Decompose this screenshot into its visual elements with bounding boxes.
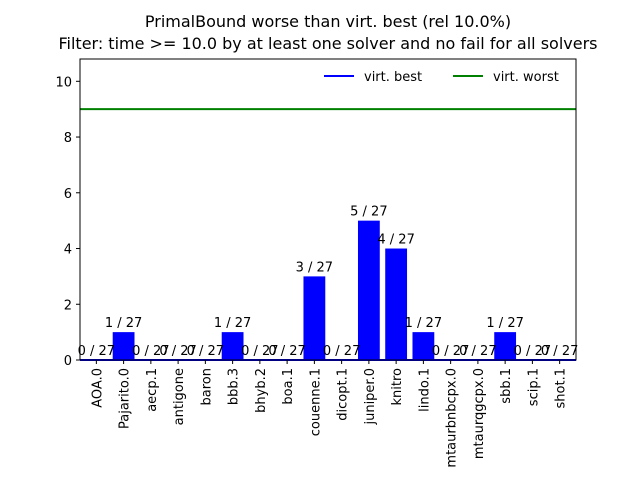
x-tick-label-couenne.1: couenne.1 — [308, 368, 323, 436]
bar-label-juniper.0: 5 / 27 — [350, 205, 387, 220]
y-tick-label-6: 6 — [64, 187, 72, 202]
bar-label-knitro: 4 / 27 — [377, 233, 414, 248]
bar-label-antigone: 0 / 27 — [159, 344, 196, 359]
legend: virt. best virt. worst — [324, 70, 559, 85]
bar-label-bhyb.2: 0 / 27 — [241, 344, 278, 359]
bar-juniper.0 — [357, 220, 380, 360]
bar-label-bbb.3: 1 / 27 — [214, 316, 251, 331]
x-tick-label-boa.1: boa.1 — [281, 368, 296, 405]
y-tick-label-10: 10 — [55, 75, 72, 90]
chart-title-line-2: Filter: time >= 10.0 by at least one sol… — [58, 34, 597, 53]
x-tick-label-juniper.0: juniper.0 — [363, 368, 378, 426]
x-tick-label-knitro: knitro — [390, 368, 405, 406]
x-tick-label-sbb.1: sbb.1 — [499, 368, 514, 404]
bar-label-mtaurbnbcpx.0: 0 / 27 — [432, 344, 469, 359]
bar-couenne.1 — [303, 276, 326, 360]
bar-label-sbb.1: 1 / 27 — [486, 316, 523, 331]
bar-bbb.3 — [221, 332, 244, 360]
x-tick-label-mtaurqgcpx.0: mtaurqgcpx.0 — [472, 368, 487, 459]
x-tick-label-scip.1: scip.1 — [526, 368, 541, 406]
x-tick-label-shot.1: shot.1 — [554, 368, 569, 408]
bar-label-dicopt.1: 0 / 27 — [323, 344, 360, 359]
y-tick-label-2: 2 — [64, 298, 72, 313]
x-tick-label-bbb.3: bbb.3 — [227, 368, 242, 405]
bar-label-baron: 0 / 27 — [187, 344, 224, 359]
x-tick-label-AOA.0: AOA.0 — [90, 368, 105, 408]
x-tick-label-antigone: antigone — [172, 368, 187, 425]
y-tick-label-0: 0 — [64, 354, 72, 369]
bar-label-boa.1: 0 / 27 — [268, 344, 305, 359]
bar-label-aecp.1: 0 / 27 — [132, 344, 169, 359]
bar-label-AOA.0: 0 / 27 — [78, 344, 115, 359]
bar-label-Pajarito.0: 1 / 27 — [105, 316, 142, 331]
legend-label-virt-best: virt. best — [364, 70, 422, 85]
bar-knitro — [385, 248, 408, 360]
plot-frame — [79, 58, 577, 361]
x-tick-label-bhyb.2: bhyb.2 — [254, 368, 269, 413]
bar-label-mtaurqgcpx.0: 0 / 27 — [459, 344, 496, 359]
bar-label-lindo.1: 1 / 27 — [405, 316, 442, 331]
x-tick-label-lindo.1: lindo.1 — [417, 368, 432, 412]
bar-label-couenne.1: 3 / 27 — [296, 260, 333, 275]
x-tick-label-mtaurbnbcpx.0: mtaurbnbcpx.0 — [445, 368, 460, 468]
y-tick-label-8: 8 — [64, 131, 72, 146]
x-tick-label-Pajarito.0: Pajarito.0 — [118, 368, 133, 429]
x-tick-label-dicopt.1: dicopt.1 — [336, 368, 351, 421]
legend-label-virt-worst: virt. worst — [493, 70, 559, 85]
chart-title-line-1: PrimalBound worse than virt. best (rel 1… — [145, 12, 511, 31]
y-tick-label-4: 4 — [64, 243, 72, 258]
plot-area: 0 2 4 6 8 10 AOA.0 Pajarito.0 aecp.1 antigone baro… — [55, 58, 578, 468]
bar-sbb.1 — [494, 332, 517, 360]
bar-label-scip.1: 0 / 27 — [514, 344, 551, 359]
bar-Pajarito.0 — [112, 332, 135, 360]
x-tick-label-baron: baron — [199, 368, 214, 405]
bar-label-shot.1: 0 / 27 — [541, 344, 578, 359]
bar-lindo.1 — [412, 332, 435, 360]
x-tick-label-aecp.1: aecp.1 — [145, 368, 160, 412]
